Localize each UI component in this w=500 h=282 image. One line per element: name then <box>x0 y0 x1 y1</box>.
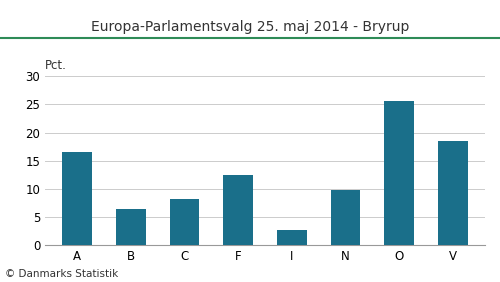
Bar <box>384 101 414 245</box>
Text: Europa-Parlamentsvalg 25. maj 2014 - Bryrup: Europa-Parlamentsvalg 25. maj 2014 - Bry… <box>91 20 409 34</box>
Bar <box>438 141 468 245</box>
Bar <box>224 175 253 245</box>
Bar <box>277 230 306 245</box>
Text: © Danmarks Statistik: © Danmarks Statistik <box>5 269 118 279</box>
Bar <box>62 152 92 245</box>
Bar <box>330 190 360 245</box>
Bar <box>170 199 200 245</box>
Bar <box>116 209 146 245</box>
Text: Pct.: Pct. <box>45 59 67 72</box>
